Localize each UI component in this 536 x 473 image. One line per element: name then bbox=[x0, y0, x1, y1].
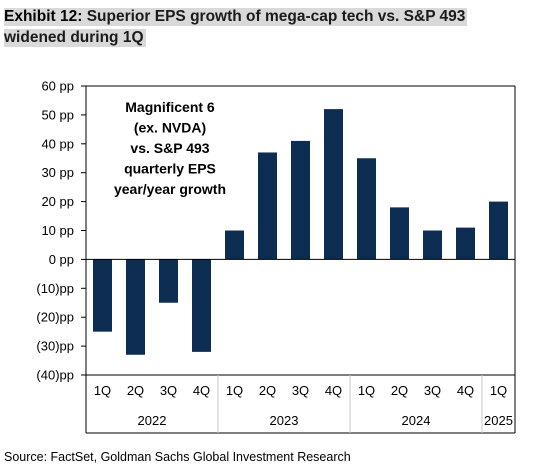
bar bbox=[126, 259, 145, 355]
y-tick-label: (30)pp bbox=[36, 339, 74, 354]
exhibit-label: Exhibit 12: bbox=[4, 8, 83, 25]
x-tick-label: 4Q bbox=[457, 383, 474, 398]
x-tick-label: 1Q bbox=[490, 383, 507, 398]
axes bbox=[81, 85, 516, 376]
y-tick-label: 20 pp bbox=[41, 194, 74, 209]
x-tick-label: 4Q bbox=[325, 383, 342, 398]
annotation-line: vs. S&P 493 bbox=[130, 140, 209, 156]
bar bbox=[291, 140, 310, 260]
bar bbox=[423, 230, 442, 260]
y-tick-label: 50 pp bbox=[41, 107, 74, 122]
y-tick-label: 60 pp bbox=[41, 79, 74, 94]
bar bbox=[258, 152, 277, 260]
x-tick-label: 2Q bbox=[127, 383, 144, 398]
exhibit-title: Exhibit 12: Superior EPS growth of mega-… bbox=[4, 6, 520, 48]
source-note: Source: FactSet, Goldman Sachs Global In… bbox=[4, 450, 351, 464]
annotation-line: Magnificent 6 bbox=[125, 99, 215, 115]
annotation-line: (ex. NVDA) bbox=[134, 120, 206, 136]
y-axis-labels: 60 pp 50 pp 40 pp 30 pp 20 pp 10 pp 0 pp (10)pp… bbox=[36, 79, 74, 383]
x-tick-label: 3Q bbox=[292, 383, 309, 398]
x-tick-label: 1Q bbox=[94, 383, 111, 398]
bar bbox=[192, 259, 211, 352]
bar bbox=[225, 230, 244, 260]
y-tick-label: (10)pp bbox=[36, 281, 74, 296]
x-tick-label: 3Q bbox=[160, 383, 177, 398]
bar bbox=[357, 158, 376, 260]
chart-title: Superior EPS growth of mega-cap tech vs.… bbox=[4, 8, 466, 46]
bar bbox=[324, 109, 343, 260]
bar bbox=[390, 207, 409, 260]
chart-annotation: Magnificent 6 (ex. NVDA) vs. S&P 493 quarte… bbox=[114, 99, 226, 197]
x-tick-label: 1Q bbox=[226, 383, 243, 398]
y-tick-label: 30 pp bbox=[41, 165, 74, 180]
bar bbox=[489, 201, 508, 260]
x-group-label: 2024 bbox=[402, 413, 431, 428]
x-group-label: 2022 bbox=[138, 413, 167, 428]
annotation-line: quarterly EPS bbox=[124, 161, 216, 177]
annotation-line: year/year growth bbox=[114, 181, 226, 197]
y-tick-label: 40 pp bbox=[41, 136, 74, 151]
x-tick-label: 4Q bbox=[193, 383, 210, 398]
x-tick-label: 1Q bbox=[358, 383, 375, 398]
x-group-label: 2025 bbox=[484, 413, 513, 428]
x-tick-label: 2Q bbox=[391, 383, 408, 398]
y-tick-label: 0 pp bbox=[49, 252, 74, 267]
x-tick-label: 2Q bbox=[259, 383, 276, 398]
bar bbox=[93, 259, 112, 332]
bar bbox=[456, 227, 475, 260]
x-axis-labels: 1Q 2Q 3Q 4Q 1Q 2Q 3Q 4Q 1Q 2Q 3Q 4Q 1Q 2022 2023 2024 20… bbox=[85, 374, 516, 434]
bars bbox=[93, 109, 508, 355]
bar bbox=[159, 259, 178, 303]
y-tick-label: 10 pp bbox=[41, 223, 74, 238]
y-tick-label: (20)pp bbox=[36, 310, 74, 325]
x-tick-label: 3Q bbox=[424, 383, 441, 398]
x-group-label: 2023 bbox=[270, 413, 299, 428]
y-tick-label: (40)pp bbox=[36, 368, 74, 383]
